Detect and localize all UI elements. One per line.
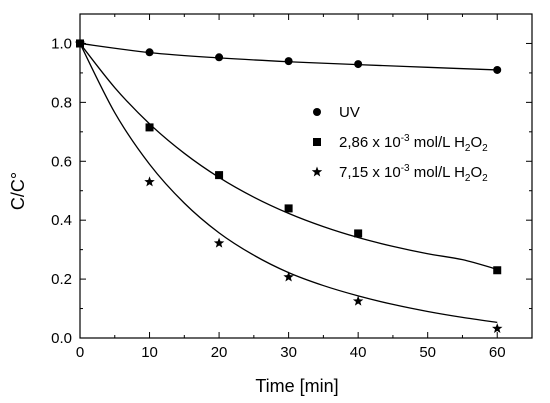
y-axis: 0.0 0.2 0.4 0.6 0.8 1.0 bbox=[51, 13, 532, 347]
data-point-star bbox=[144, 176, 155, 187]
data-point-star bbox=[74, 37, 86, 48]
data-point-star bbox=[283, 271, 294, 282]
data-point-circle bbox=[145, 48, 154, 57]
series-2 bbox=[76, 39, 502, 275]
legend-marker-square bbox=[313, 138, 321, 146]
y-tick-label: 0.0 bbox=[51, 330, 72, 347]
data-point-circle bbox=[215, 53, 224, 62]
x-tick-label: 40 bbox=[350, 344, 367, 361]
legend-marker-circle bbox=[313, 108, 321, 116]
data-point-square bbox=[493, 266, 502, 275]
legend-label: UV bbox=[339, 104, 360, 121]
x-tick-label: 0 bbox=[76, 344, 84, 361]
legend: UV 2,86 x 10-3 mol/L H2O2 7,15 x 10-3 mol/… bbox=[311, 104, 488, 184]
data-point-square bbox=[354, 229, 363, 238]
data-point-star bbox=[352, 295, 364, 306]
x-axis: 0 10 20 30 40 50 60 bbox=[76, 14, 506, 361]
plot-frame bbox=[79, 13, 533, 339]
fit-curve bbox=[79, 43, 498, 270]
y-tick-label: 0.4 bbox=[51, 212, 72, 229]
legend-item-3: 7,15 x 10-3 mol/L H2O2 bbox=[311, 163, 488, 184]
series-1 bbox=[76, 39, 502, 74]
legend-item-1: UV bbox=[313, 104, 360, 121]
data-point-square bbox=[145, 123, 154, 132]
x-axis-title: Time [min] bbox=[255, 376, 338, 396]
x-tick-label: 60 bbox=[489, 344, 506, 361]
plot-area bbox=[79, 13, 533, 339]
legend-label: 2,86 x 10-3 mol/L H2O2 bbox=[339, 133, 488, 154]
fit-curve bbox=[79, 42, 498, 71]
x-tick-label: 10 bbox=[141, 344, 158, 361]
data-point-star bbox=[213, 237, 225, 248]
y-tick-label: 0.6 bbox=[51, 153, 72, 170]
legend-label: 7,15 x 10-3 mol/L H2O2 bbox=[339, 163, 488, 184]
x-tick-label: 20 bbox=[211, 344, 228, 361]
y-axis-title: C/C° bbox=[8, 172, 28, 210]
data-point-star bbox=[492, 323, 503, 334]
legend-item-2: 2,86 x 10-3 mol/L H2O2 bbox=[313, 133, 488, 154]
series-layer bbox=[74, 37, 503, 334]
y-tick-label: 1.0 bbox=[51, 35, 72, 52]
data-point-circle bbox=[354, 60, 363, 69]
data-point-square bbox=[215, 171, 224, 180]
legend-marker-star bbox=[311, 166, 323, 177]
y-tick-label: 0.8 bbox=[51, 94, 72, 111]
y-tick-label: 0.2 bbox=[51, 271, 72, 288]
data-point-square bbox=[284, 204, 293, 213]
x-tick-label: 30 bbox=[280, 344, 297, 361]
series-3 bbox=[74, 37, 503, 334]
x-tick-label: 50 bbox=[419, 344, 436, 361]
data-point-circle bbox=[493, 65, 502, 74]
fit-curve bbox=[79, 43, 498, 324]
data-point-circle bbox=[284, 57, 293, 66]
